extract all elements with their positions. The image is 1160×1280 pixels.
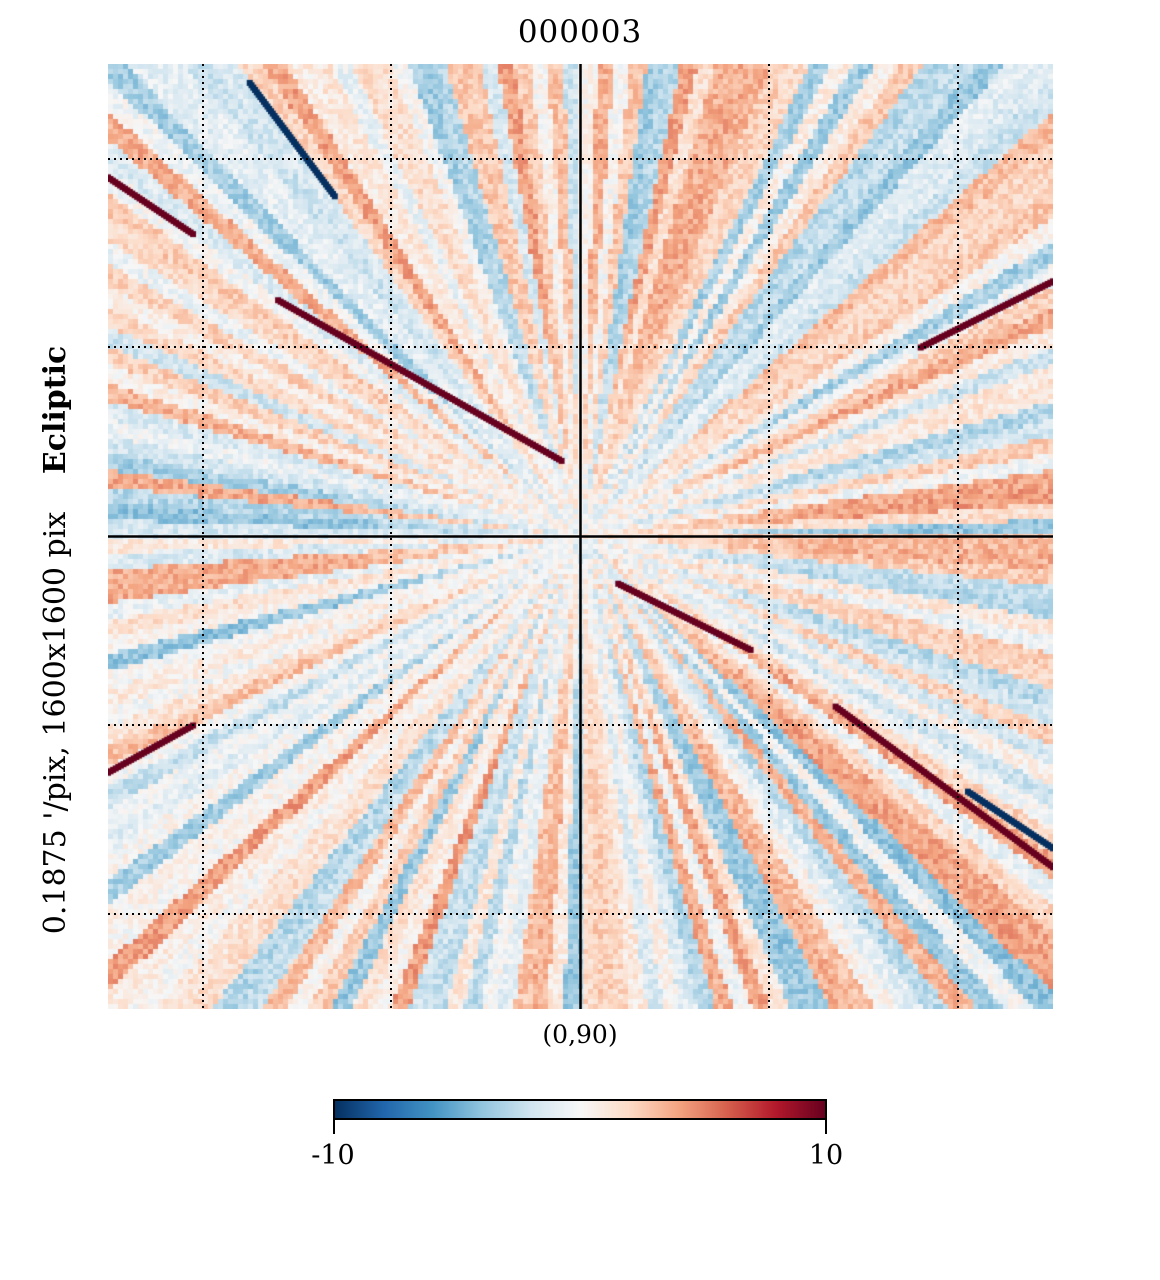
map-size-text: 1600x1600 pix: [38, 511, 73, 737]
projection-info-label: 0.1875 '/pix, 1600x1600 pix Ecliptic: [36, 260, 76, 1020]
colorbar-min-label: -10: [311, 1140, 355, 1171]
colorbar-min-tick: [333, 1120, 335, 1134]
center-coordinate-label: (0,90): [542, 1020, 618, 1049]
coordinate-system-text: Ecliptic: [38, 345, 73, 475]
resolution-text: 0.1875 '/pix,: [38, 746, 73, 935]
map-title: 000003: [517, 14, 643, 50]
colorbar-max-tick: [825, 1120, 827, 1134]
colorbar-gradient: [335, 1101, 825, 1118]
colorbar: [333, 1099, 827, 1120]
graticule-lines: [108, 64, 1053, 1009]
colorbar-max-label: 10: [808, 1140, 844, 1171]
projected-map: [108, 64, 1053, 1009]
graticule-overlay: [108, 64, 1053, 1009]
